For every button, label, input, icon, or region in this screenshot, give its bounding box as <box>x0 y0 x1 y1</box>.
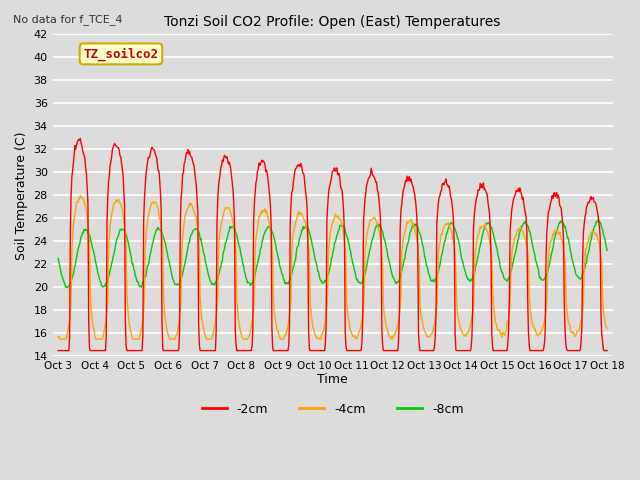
Text: TZ_soilco2: TZ_soilco2 <box>83 47 159 60</box>
X-axis label: Time: Time <box>317 372 348 385</box>
Y-axis label: Soil Temperature (C): Soil Temperature (C) <box>15 131 28 260</box>
Text: No data for f_TCE_4: No data for f_TCE_4 <box>13 14 122 25</box>
Legend: -2cm, -4cm, -8cm: -2cm, -4cm, -8cm <box>196 398 468 421</box>
Title: Tonzi Soil CO2 Profile: Open (East) Temperatures: Tonzi Soil CO2 Profile: Open (East) Temp… <box>164 15 500 29</box>
